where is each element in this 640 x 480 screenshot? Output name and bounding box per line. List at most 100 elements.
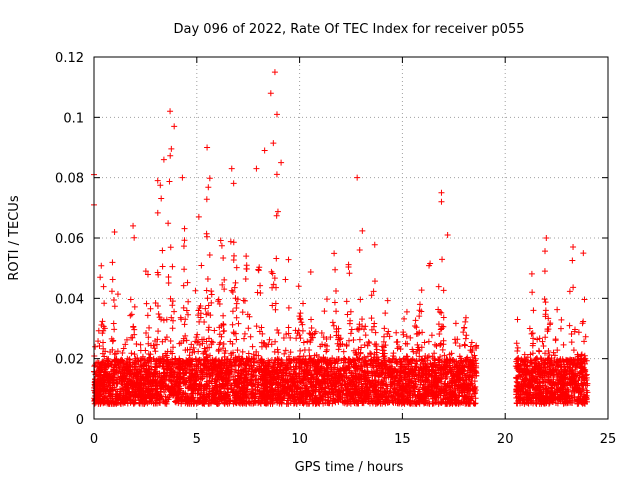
data-point — [350, 337, 357, 344]
data-point — [131, 351, 138, 358]
data-point — [300, 339, 307, 346]
data-point — [218, 242, 225, 249]
data-point — [381, 325, 388, 332]
data-point — [365, 338, 372, 345]
data-point — [101, 394, 108, 401]
data-point — [155, 328, 162, 335]
data-point — [231, 252, 238, 259]
data-point — [421, 339, 428, 346]
data-point — [160, 317, 167, 324]
data-point — [159, 338, 166, 345]
data-point — [217, 237, 224, 244]
data-point — [344, 311, 351, 318]
data-point — [268, 268, 275, 275]
data-point — [273, 255, 280, 262]
data-point — [189, 366, 196, 373]
data-point — [272, 306, 279, 313]
data-point — [98, 262, 105, 269]
data-point — [92, 343, 99, 350]
data-point — [394, 345, 401, 352]
data-point — [158, 195, 165, 202]
data-point — [208, 291, 215, 298]
data-point — [343, 298, 350, 305]
data-point — [127, 312, 134, 319]
data-point — [206, 175, 213, 182]
data-point — [208, 299, 215, 306]
data-point — [333, 308, 340, 315]
data-point — [105, 356, 112, 363]
data-point — [366, 340, 373, 347]
data-point — [131, 303, 138, 310]
data-point — [228, 350, 235, 357]
data-point — [281, 350, 288, 357]
data-point — [181, 266, 188, 273]
data-point — [165, 220, 172, 227]
data-point — [371, 241, 378, 248]
data-point — [259, 330, 266, 337]
data-point — [463, 332, 470, 339]
data-point — [444, 356, 451, 363]
data-point — [304, 338, 311, 345]
data-point — [154, 209, 161, 216]
data-point — [148, 363, 155, 370]
data-point — [254, 289, 261, 296]
data-point — [357, 350, 364, 357]
data-point — [566, 288, 573, 295]
data-point — [570, 284, 577, 291]
data-point — [183, 307, 190, 314]
data-point — [111, 326, 118, 333]
data-point — [416, 329, 423, 336]
data-point — [111, 303, 118, 310]
data-point — [301, 347, 308, 354]
data-point — [460, 329, 467, 336]
data-point — [308, 325, 315, 332]
data-point — [439, 256, 446, 263]
data-point — [230, 329, 237, 336]
data-point — [345, 261, 352, 268]
data-point — [137, 347, 144, 354]
data-point — [297, 347, 304, 354]
data-point — [370, 323, 377, 330]
data-point — [170, 344, 177, 351]
data-point — [109, 259, 116, 266]
data-point — [384, 297, 391, 304]
data-point — [403, 308, 410, 315]
data-point — [153, 341, 160, 348]
data-point — [357, 296, 364, 303]
data-point — [451, 336, 458, 343]
data-point — [435, 283, 442, 290]
data-point — [167, 337, 174, 344]
data-point — [413, 324, 420, 331]
data-point — [147, 305, 154, 312]
data-point — [202, 305, 209, 312]
data-point — [169, 298, 176, 305]
data-point — [416, 301, 423, 308]
data-point — [230, 180, 237, 187]
data-point — [114, 291, 121, 298]
data-point — [204, 295, 211, 302]
data-point — [346, 270, 353, 277]
data-point — [380, 338, 387, 345]
data-point — [285, 256, 292, 263]
data-point — [205, 302, 212, 309]
data-point — [127, 296, 134, 303]
data-point — [295, 283, 302, 290]
data-point — [180, 304, 187, 311]
data-point — [368, 292, 375, 299]
data-point — [182, 332, 189, 339]
data-point — [219, 281, 226, 288]
data-point — [440, 314, 447, 321]
data-point — [206, 251, 213, 258]
data-point — [239, 348, 246, 355]
data-point — [221, 327, 228, 334]
data-point — [120, 345, 127, 352]
data-point — [371, 278, 378, 285]
data-point — [393, 329, 400, 336]
data-point — [528, 270, 535, 277]
data-point — [194, 360, 201, 367]
data-point — [400, 331, 407, 338]
data-point — [323, 346, 330, 353]
data-point — [101, 300, 108, 307]
data-point — [171, 308, 178, 315]
data-point — [110, 297, 117, 304]
